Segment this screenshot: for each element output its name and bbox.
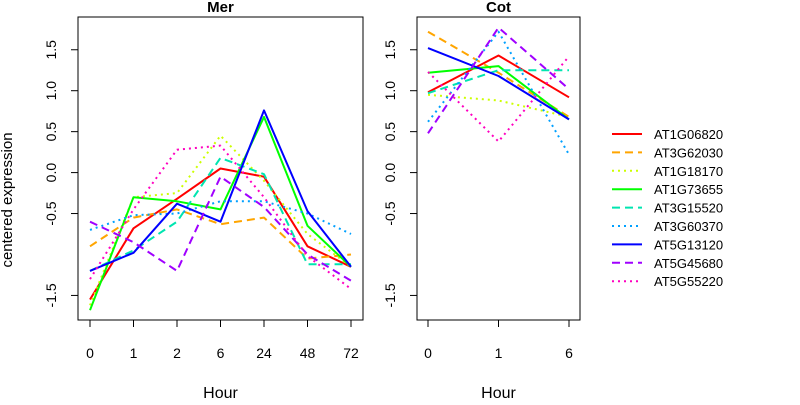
series-line-at5g55220-mer — [89, 144, 352, 290]
y-tick-label: 0.0 — [43, 163, 59, 183]
legend-label-at1g73655: AT1G73655 — [654, 182, 723, 197]
y-axis-label: centered expression — [0, 132, 16, 267]
y-tick-label: 1.0 — [43, 81, 59, 101]
x-tick-label: 6 — [217, 345, 225, 361]
x-tick-label: 48 — [300, 345, 316, 361]
y-tick-label: 0.5 — [43, 122, 59, 142]
panel-title-mer: Mer — [207, 0, 234, 16]
series-line-at3g62030-mer — [89, 208, 352, 260]
series-line-at3g60370-mer — [89, 200, 352, 235]
y-tick-label: 1.5 — [43, 40, 59, 60]
series-line-at1g73655-mer — [89, 115, 352, 311]
x-tick-label: 0 — [86, 345, 94, 361]
panel-frame-cot — [416, 16, 581, 321]
x-tick-label: 6 — [565, 345, 573, 361]
y-tick-label: -0.5 — [382, 201, 398, 225]
x-tick-label: 0 — [424, 345, 432, 361]
series-line-at1g73655-cot — [427, 65, 570, 121]
y-tick-label: -0.5 — [43, 201, 59, 225]
series-line-at5g55220-cot — [427, 55, 570, 143]
legend-label-at1g06820: AT1G06820 — [654, 127, 723, 142]
y-tick-label: 1.5 — [382, 40, 398, 60]
legend-label-at5g55220: AT5G55220 — [654, 274, 723, 289]
series-line-at3g15520-cot — [427, 69, 569, 95]
y-tick-label: -1.5 — [382, 283, 398, 307]
y-tick-label: 1.0 — [382, 81, 398, 101]
x-tick-label: 2 — [173, 345, 181, 361]
x-tick-label: 1 — [495, 345, 503, 361]
y-tick-label: 0.0 — [382, 163, 398, 183]
series-line-at5g13120-mer — [89, 109, 352, 272]
y-tick-label: -1.5 — [43, 283, 59, 307]
legend-label-at5g45680: AT5G45680 — [654, 256, 723, 271]
x-axis-label: Hour — [481, 385, 516, 400]
x-tick-label: 72 — [343, 345, 359, 361]
panel-title-cot: Cot — [486, 0, 511, 16]
legend-label-at3g15520: AT3G15520 — [654, 201, 723, 216]
legend-label-at5g13120: AT5G13120 — [654, 237, 723, 252]
series-line-at3g60370-cot — [427, 30, 570, 156]
x-tick-label: 24 — [256, 345, 272, 361]
y-tick-label: 0.5 — [382, 122, 398, 142]
x-axis-label: Hour — [203, 385, 238, 400]
series-line-at5g13120-cot — [427, 47, 570, 121]
series-line-at1g06820-cot — [427, 54, 570, 99]
series-line-at5g45680-cot — [427, 26, 570, 134]
legend-label-at3g62030: AT3G62030 — [654, 145, 723, 160]
legend-label-at1g18170: AT1G18170 — [654, 164, 723, 179]
x-tick-label: 1 — [130, 345, 138, 361]
legend-label-at3g60370: AT3G60370 — [654, 219, 723, 234]
series-line-at1g06820-mer — [89, 167, 352, 301]
